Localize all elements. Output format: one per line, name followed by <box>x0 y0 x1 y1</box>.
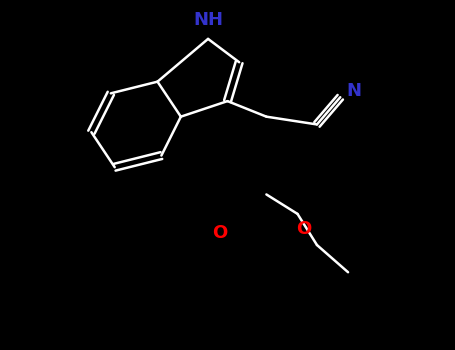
Text: NH: NH <box>193 11 223 29</box>
Text: O: O <box>212 224 228 241</box>
Text: O: O <box>296 220 311 238</box>
Text: N: N <box>346 82 361 100</box>
